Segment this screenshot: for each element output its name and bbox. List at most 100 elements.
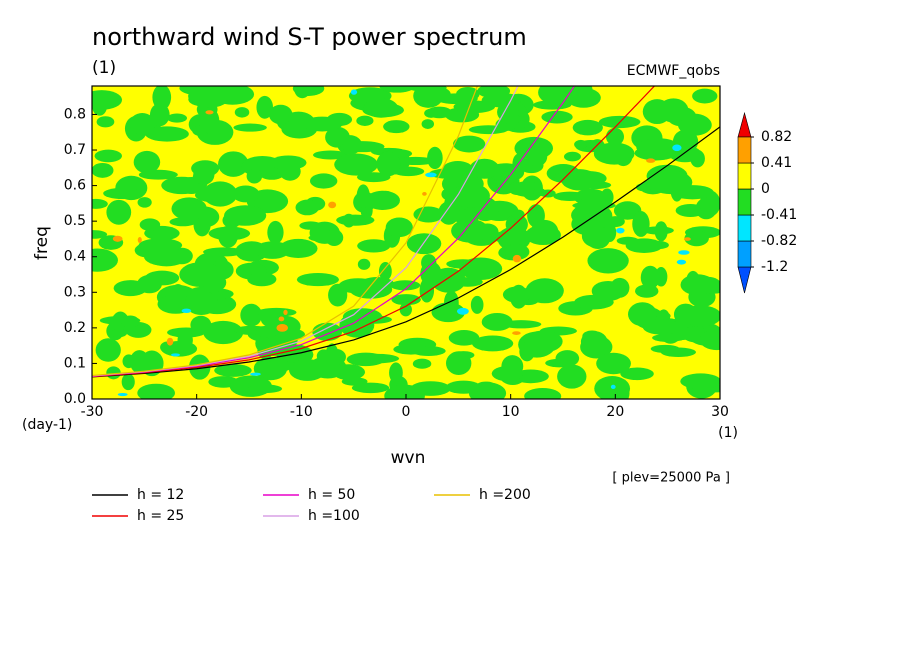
y-tick-label: 0.7 (64, 142, 86, 158)
field-patch (600, 216, 620, 229)
field-speck (166, 337, 174, 346)
field-patch (167, 113, 187, 123)
colorbar-label: 0.41 (761, 155, 792, 171)
x-tick-label: 20 (606, 404, 624, 420)
field-patch (167, 327, 206, 338)
y-tick-label: 0.2 (64, 320, 86, 336)
field-patch (571, 213, 603, 236)
field-patch (557, 364, 587, 389)
field-patch (635, 284, 659, 298)
field-patch (524, 387, 562, 399)
legend-label: h =200 (479, 487, 531, 503)
field-patch (684, 230, 709, 247)
field-patch (203, 320, 244, 345)
field-speck (249, 372, 261, 376)
field-patch (561, 169, 599, 191)
y-tick-label: 0.1 (64, 355, 86, 371)
field-patch (232, 185, 260, 203)
field-speck (350, 89, 358, 95)
field-speck (137, 237, 142, 243)
field-patch (144, 270, 180, 286)
field-patch (502, 286, 532, 303)
field-patch (448, 330, 480, 346)
field-patch (692, 88, 718, 104)
series-line (92, 86, 478, 377)
field-patch (218, 151, 249, 177)
field-patch (572, 119, 603, 136)
field-patch (443, 161, 473, 177)
field-patch (218, 225, 238, 248)
legend-label: h = 50 (308, 487, 355, 503)
field-patch (406, 233, 442, 255)
field-patch (591, 280, 625, 302)
field-patch (525, 278, 564, 304)
field-speck (425, 172, 437, 178)
field-patch (179, 262, 223, 287)
series-line (92, 126, 720, 378)
field-speck (276, 324, 288, 332)
field-patch (203, 247, 245, 257)
field-patch (469, 158, 500, 179)
field-patch (431, 302, 465, 323)
colorbar-label: 0 (761, 181, 770, 197)
field-patch (393, 344, 429, 355)
field-patch (541, 110, 573, 124)
field-speck (278, 316, 285, 322)
subtitle: (1) (92, 58, 116, 78)
field-patch (299, 221, 322, 230)
field-patch (138, 238, 183, 253)
field-patch (170, 283, 186, 308)
x-tick-label: -30 (81, 404, 104, 420)
field-patch (593, 142, 635, 165)
field-patch (399, 302, 412, 317)
field-patch (625, 238, 663, 253)
field-speck (171, 353, 180, 357)
colorbar-triangle (737, 111, 752, 138)
y-tick-label: 0.8 (64, 106, 86, 122)
field-patch (294, 86, 311, 99)
field-patch (327, 348, 346, 365)
field-patch (424, 108, 438, 118)
field-patch (149, 103, 170, 127)
colorbar-triangle (737, 266, 752, 294)
field-patch (526, 147, 548, 167)
field-patch (279, 238, 318, 258)
field-patch (378, 190, 394, 203)
field-patch (145, 126, 189, 142)
field-patch (475, 381, 494, 393)
field-patch (513, 110, 530, 129)
field-speck (205, 110, 214, 115)
field-patch (240, 303, 263, 327)
field-patch (685, 270, 701, 294)
field-patch (524, 330, 563, 353)
field-patch (357, 172, 391, 183)
y-unit: (day-1) (22, 417, 72, 433)
field-patch (357, 258, 371, 270)
x-unit: (1) (718, 425, 738, 441)
field-patch (600, 188, 614, 206)
field-patch (339, 312, 375, 338)
field-patch (472, 335, 514, 352)
field-patch (620, 367, 654, 381)
field-patch (391, 294, 421, 306)
field-patch (247, 272, 277, 287)
field-speck (646, 158, 656, 163)
colorbar-band (737, 162, 752, 190)
field-patch (613, 201, 642, 220)
field-patch (574, 139, 588, 149)
field-speck (616, 227, 625, 234)
field-patch (421, 119, 435, 129)
field-patch (312, 150, 349, 160)
colorbar-band (737, 214, 752, 242)
field-patch (328, 283, 348, 307)
field-patch (628, 302, 657, 327)
field-patch (133, 150, 161, 174)
field-speck (422, 191, 427, 196)
field-speck (117, 392, 128, 397)
field-patch (267, 220, 284, 244)
field-speck (112, 235, 123, 242)
field-patch (202, 181, 238, 207)
field-patch (171, 197, 207, 221)
x-tick-label: -10 (290, 404, 313, 420)
field-patch (413, 206, 444, 223)
